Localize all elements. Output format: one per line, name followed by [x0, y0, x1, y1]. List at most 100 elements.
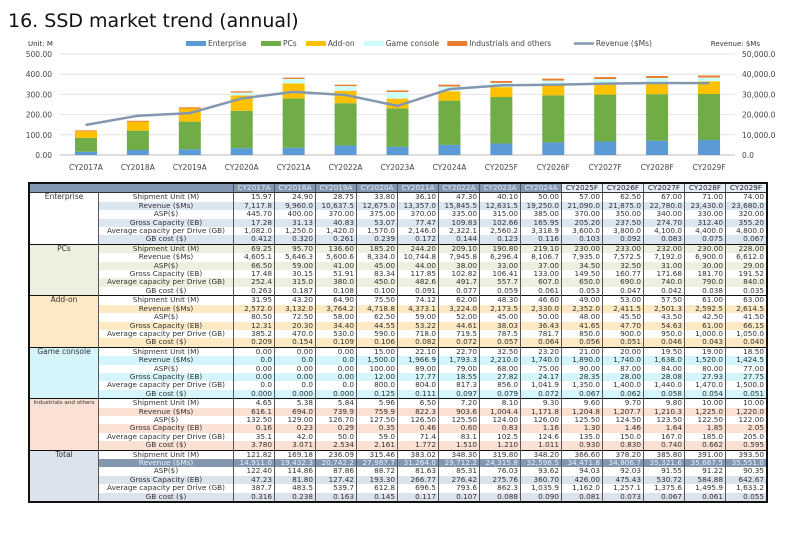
table-cell: 0.172	[397, 235, 439, 245]
table-cell: 383.02	[397, 449, 439, 459]
table-cell: 0.35	[356, 423, 398, 433]
table-cell: 114.86	[274, 466, 316, 476]
table-cell: 23,430.0	[684, 201, 726, 211]
table-cell: 19,432.3	[274, 458, 316, 468]
revenue-point	[500, 84, 503, 87]
table-cell: 0.209	[233, 338, 275, 348]
row-label: ASP($)	[98, 261, 234, 271]
table-cell: 0.061	[520, 286, 562, 296]
table-cell: 53.00	[602, 295, 644, 305]
table-cell: 2,572.0	[233, 304, 275, 314]
column-header: CY2029F	[725, 183, 768, 194]
row-label: Shipment Unit (M)	[98, 243, 234, 254]
table-cell: 0.067	[643, 492, 685, 503]
table-cell: 612.8	[356, 483, 398, 493]
bar-add-on	[386, 98, 409, 109]
bar-industrials-and-others	[698, 75, 721, 78]
table-cell: 30.00	[684, 261, 726, 271]
table-cell: 13,357.0	[397, 201, 439, 211]
table-cell: 0.097	[438, 389, 480, 399]
row-label: Shipment Unit (M)	[98, 398, 234, 408]
column-header: CY2017A	[233, 183, 275, 194]
table-cell: 0.00	[315, 364, 357, 373]
table-cell: 4,800.0	[725, 226, 768, 236]
row-label: GB cost ($)	[98, 286, 234, 296]
column-header: CY2021A	[397, 183, 439, 194]
table-cell: 0.29	[315, 423, 357, 433]
table-cell: 0.051	[725, 389, 768, 399]
bar-enterprise	[334, 145, 357, 155]
table-row: Gross Capacity (EB) 0.16 0.23 0.29 0.35 0.46 0…	[29, 423, 768, 433]
right-axis-label: Revenue: $Ms	[711, 40, 761, 48]
table-cell: 41.65	[561, 321, 603, 330]
table-cell: 106.41	[479, 269, 521, 279]
table-cell: 57.00	[561, 192, 603, 202]
table-cell: 0.000	[233, 389, 275, 399]
table-cell: 63.00	[725, 295, 768, 305]
table-cell: 37.00	[520, 261, 562, 271]
table-cell: 9.30	[520, 398, 562, 408]
legend-swatch	[186, 41, 206, 46]
table-cell: 607.0	[520, 278, 562, 287]
table-cell: 102.66	[479, 218, 521, 228]
table-cell: 43.20	[274, 295, 316, 305]
table-cell: 51.91	[315, 269, 357, 279]
table-cell: 29,712.2	[438, 458, 480, 468]
table-cell: 9.70	[602, 398, 644, 408]
table-cell: 0.079	[479, 389, 521, 399]
table-cell: 1,210.3	[643, 407, 685, 416]
table-cell: 2,330.0	[520, 304, 562, 314]
row-label: Revenue ($Ms)	[98, 304, 234, 314]
table-cell: 862.3	[479, 483, 521, 493]
table-cell: 0.0	[315, 380, 357, 390]
bar-industrials-and-others	[74, 130, 97, 132]
table-cell: 335.00	[438, 209, 480, 219]
table-cell: 483.5	[274, 483, 316, 493]
table-cell: 45.50	[602, 312, 644, 322]
table-cell: 1,400.0	[602, 380, 644, 390]
bar-enterprise	[178, 149, 201, 155]
group-label: Industrials and others	[29, 398, 99, 451]
table-cell: 230.00	[561, 243, 603, 254]
table-cell: 0.091	[397, 286, 439, 296]
table-cell: 0.075	[684, 235, 726, 245]
table-cell: 450.0	[356, 278, 398, 287]
table-cell: 2,501.3	[643, 304, 685, 314]
row-label: Gross Capacity (EB)	[98, 423, 234, 433]
table-cell: 1.30	[561, 423, 603, 433]
table-cell: 530.0	[315, 329, 357, 339]
table-cell: 0.056	[561, 338, 603, 348]
bar-pcs	[334, 103, 357, 146]
table-cell: 385.2	[233, 329, 275, 339]
table-cell: 102.82	[438, 269, 480, 279]
table-cell: 0.154	[274, 338, 316, 348]
table-cell: 1.210	[479, 441, 521, 451]
table-cell: 790.0	[684, 278, 726, 287]
table-cell: 59.0	[356, 432, 398, 442]
legend-swatch	[261, 41, 281, 46]
table-cell: 1,740.0	[520, 355, 562, 365]
table-cell: 81.80	[274, 475, 316, 485]
revenue-point	[396, 105, 399, 107]
table-cell: 694.0	[274, 407, 316, 416]
table-cell: 100.00	[356, 364, 398, 373]
table-cell: 2,411.5	[602, 304, 644, 314]
table-cell: 1.011	[520, 441, 562, 451]
table-cell: 718.0	[397, 329, 439, 339]
bar-industrials-and-others	[282, 77, 305, 79]
table-row: ASP($) 66.50 59.00 41.00 45.00 44.00 38.00 33.0…	[29, 261, 768, 271]
table-cell: 45.00	[479, 312, 521, 322]
table-cell: 739.9	[315, 407, 357, 416]
table-cell: 62.50	[356, 312, 398, 322]
row-label: GB cost ($)	[98, 492, 234, 503]
table-cell: 340.00	[643, 209, 685, 219]
table-cell: 32,598.5	[520, 458, 562, 468]
table-cell: 75.50	[356, 295, 398, 305]
table-cell: 1,250.0	[274, 226, 316, 236]
table-cell: 69.25	[233, 243, 275, 254]
table-cell: 87.86	[315, 466, 357, 476]
row-label: GB cost ($)	[98, 389, 234, 399]
row-label: Average capacity per Drive (GB)	[98, 380, 234, 390]
table-cell: 190.80	[479, 243, 521, 254]
bar-pcs	[386, 108, 409, 147]
